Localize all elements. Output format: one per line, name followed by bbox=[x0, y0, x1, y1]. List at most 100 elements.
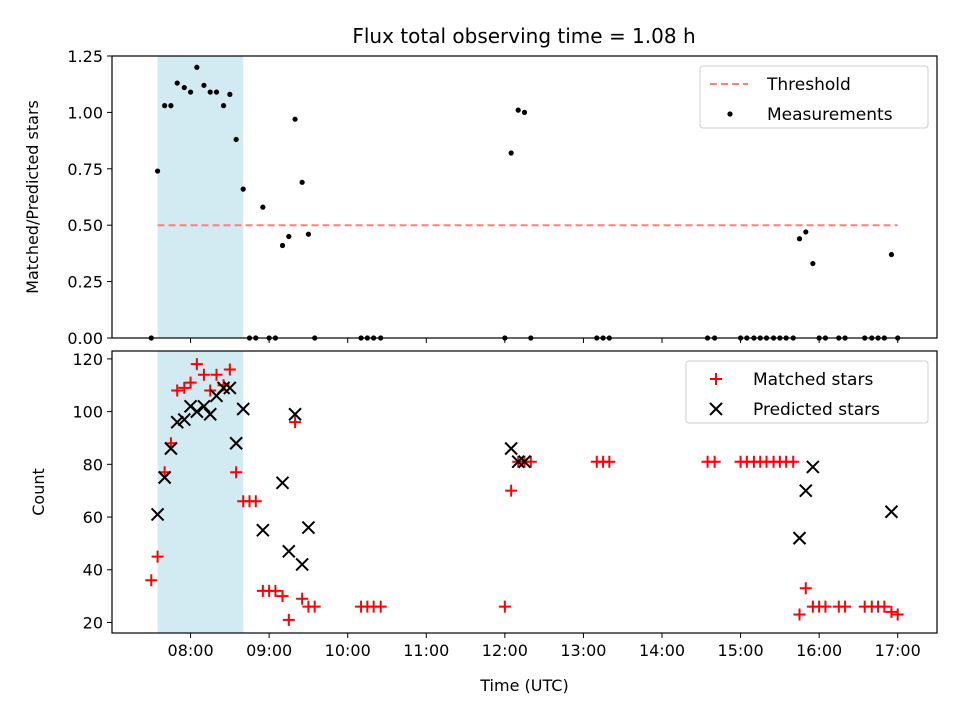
predicted-point bbox=[197, 399, 211, 414]
data-point bbox=[521, 109, 528, 115]
data-point bbox=[796, 236, 803, 242]
data-point bbox=[292, 116, 298, 122]
legend-predicted-swatch bbox=[709, 402, 723, 416]
legend-measurements-swatch bbox=[727, 111, 733, 117]
predicted-point bbox=[216, 381, 231, 395]
data-point bbox=[260, 204, 266, 210]
matched-point bbox=[878, 600, 891, 613]
legend-label: Matched stars bbox=[753, 370, 873, 390]
matched-point bbox=[708, 455, 721, 468]
legend-label: Predicted stars bbox=[753, 400, 880, 420]
data-point bbox=[240, 186, 246, 192]
predicted-point bbox=[295, 557, 309, 572]
matched-point bbox=[296, 592, 309, 605]
y-tick-label: 0.00 bbox=[67, 329, 103, 348]
matched-point bbox=[269, 584, 282, 597]
x-tick-label: 15:00 bbox=[718, 641, 764, 660]
legend-label: Measurements bbox=[767, 105, 893, 125]
matched-point bbox=[524, 455, 537, 468]
matched-point bbox=[891, 608, 904, 621]
predicted-point bbox=[884, 505, 899, 519]
top-panel-ratio: 0.00 0.25 0.50 0.75 1.00 1.25 Matched/Predicte… bbox=[23, 47, 938, 348]
data-point bbox=[201, 82, 207, 88]
predicted-point bbox=[256, 523, 270, 537]
matched-point bbox=[190, 358, 203, 371]
predicted-point bbox=[229, 436, 243, 450]
predicted-point bbox=[275, 476, 290, 490]
y-tick-label: 80 bbox=[83, 455, 103, 474]
data-point bbox=[299, 179, 305, 185]
y-tick-label: 40 bbox=[83, 561, 103, 580]
matched-point bbox=[498, 600, 511, 613]
plot-frame bbox=[111, 350, 938, 634]
x-tick-label: 09:00 bbox=[246, 641, 292, 660]
data-point bbox=[174, 80, 180, 86]
matched-point bbox=[249, 495, 262, 508]
x-axis-label: Time (UTC) bbox=[479, 676, 568, 695]
predicted-point bbox=[288, 407, 302, 421]
data-point bbox=[888, 251, 895, 258]
matched-point bbox=[799, 582, 812, 595]
y-tick-label: 120 bbox=[72, 350, 103, 369]
y-tick-label: 60 bbox=[83, 508, 103, 527]
matched-point bbox=[282, 613, 295, 626]
highlight-span bbox=[157, 56, 244, 338]
data-point bbox=[220, 103, 227, 109]
predicted-point bbox=[170, 415, 184, 429]
matched-point bbox=[374, 600, 387, 613]
predicted-point bbox=[190, 404, 204, 419]
predicted-point bbox=[203, 407, 217, 421]
matched-point bbox=[197, 368, 210, 381]
matched-point bbox=[230, 466, 243, 479]
data-point bbox=[286, 233, 292, 240]
matched-point bbox=[505, 484, 518, 497]
chart-title: Flux total observing time = 1.08 h bbox=[352, 24, 695, 48]
matched-point bbox=[145, 574, 158, 587]
matched-point bbox=[839, 600, 852, 613]
predicted-point bbox=[792, 531, 807, 545]
y-tick-label: 20 bbox=[83, 613, 103, 632]
data-point bbox=[194, 64, 200, 70]
bottom-panel-counts: 20 40 60 80 100 120 08:00 09:00 10:00 11:00 12:00 1… bbox=[29, 350, 938, 695]
legend: Matched stars Predicted stars bbox=[685, 360, 929, 424]
data-point bbox=[207, 89, 213, 95]
matched-point bbox=[289, 416, 302, 429]
data-point bbox=[162, 103, 168, 109]
y-tick-label: 1.00 bbox=[67, 103, 103, 122]
matched-point bbox=[793, 608, 806, 621]
y-tick-label: 0.75 bbox=[67, 160, 103, 179]
matched-point bbox=[151, 550, 164, 563]
matched-point bbox=[885, 605, 898, 618]
legend-label: Threshold bbox=[766, 75, 851, 95]
predicted-point bbox=[799, 483, 813, 498]
x-tick-label: 16:00 bbox=[796, 641, 842, 660]
matched-point bbox=[210, 368, 223, 381]
matched-point bbox=[184, 376, 197, 389]
matched-point bbox=[171, 384, 184, 397]
legend-box bbox=[699, 65, 929, 129]
data-point bbox=[181, 84, 187, 91]
plot-frame bbox=[111, 55, 938, 339]
data-point bbox=[213, 89, 220, 95]
data-point bbox=[227, 91, 233, 97]
predicted-point bbox=[511, 454, 525, 469]
matched-point bbox=[178, 381, 191, 394]
data-point bbox=[810, 260, 816, 267]
data-point bbox=[305, 231, 312, 237]
highlight-span bbox=[157, 351, 244, 633]
predicted-point bbox=[223, 381, 237, 395]
matched-point bbox=[276, 590, 289, 603]
x-tick-label: 12:00 bbox=[482, 641, 528, 660]
legend-box bbox=[685, 360, 929, 424]
x-tick-label: 11:00 bbox=[403, 641, 449, 660]
matched-point bbox=[308, 600, 321, 613]
data-point bbox=[154, 168, 161, 174]
data-point bbox=[233, 136, 239, 143]
predicted-point bbox=[157, 470, 172, 485]
matched-point bbox=[787, 455, 800, 468]
predicted-point bbox=[282, 544, 296, 559]
predicted-point bbox=[150, 507, 165, 522]
data-point bbox=[803, 229, 809, 235]
matched-point bbox=[603, 455, 616, 468]
